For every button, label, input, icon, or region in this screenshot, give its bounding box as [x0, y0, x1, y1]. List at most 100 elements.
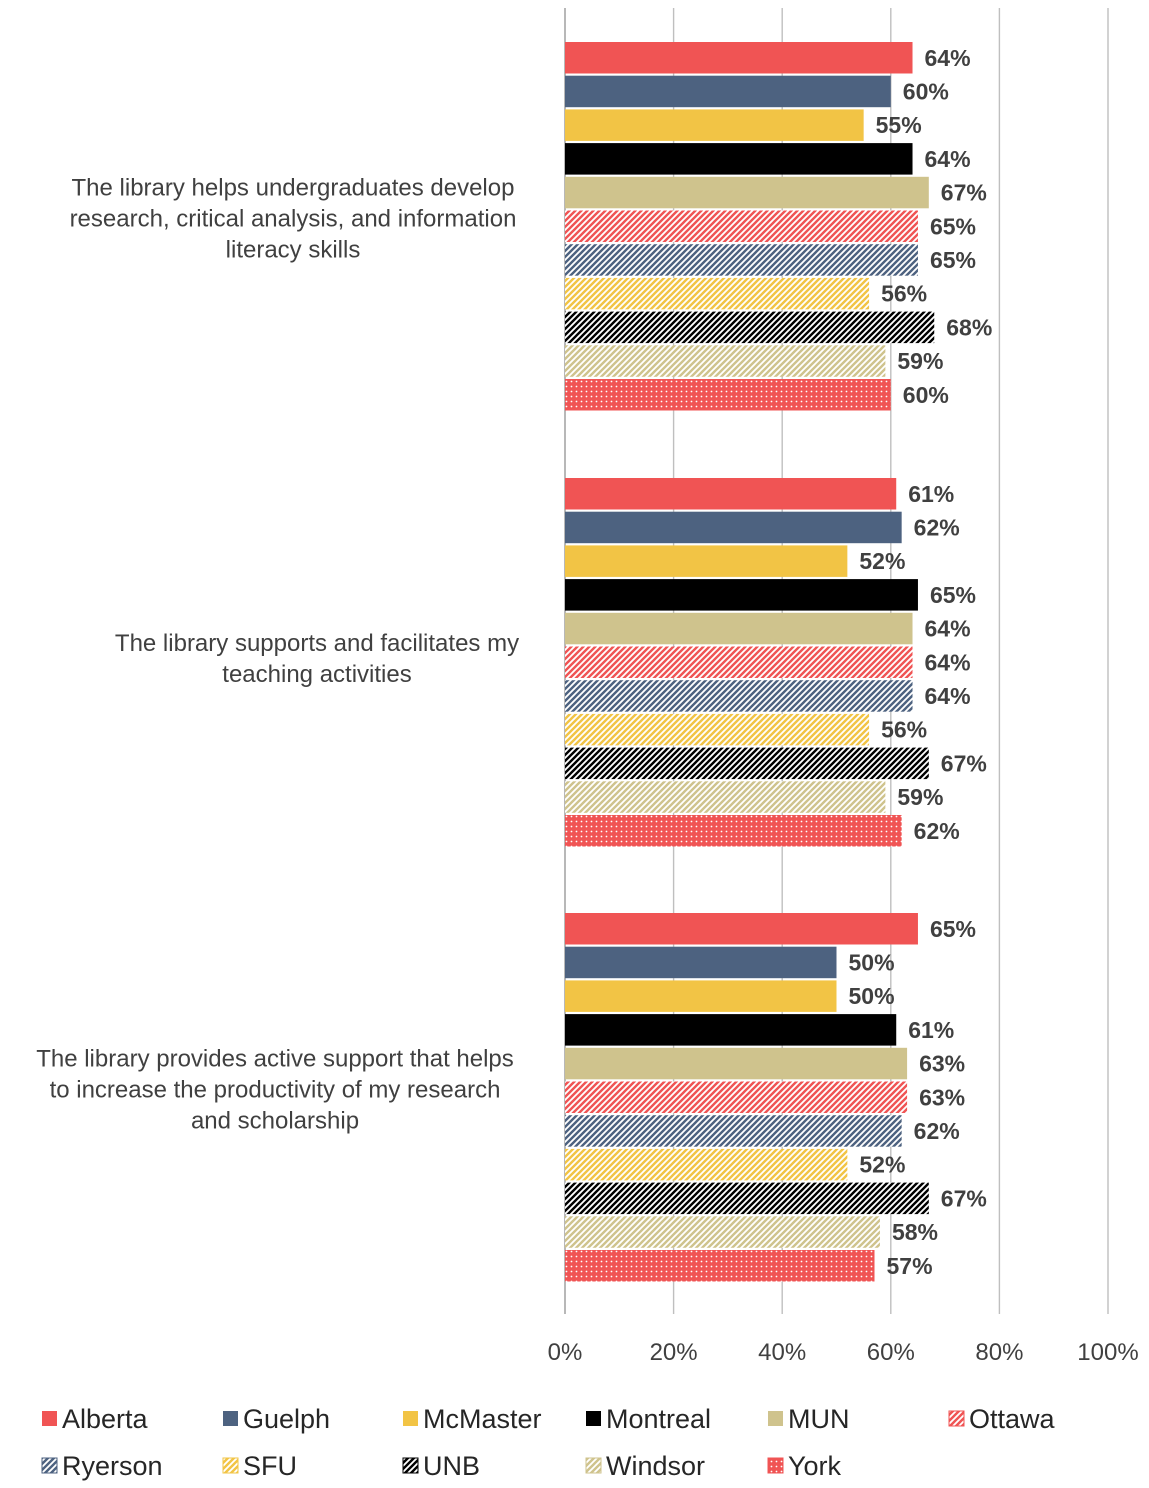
- category-label-2: The library supports and facilitates my t…: [115, 630, 519, 688]
- legend-label-york: York: [788, 1451, 842, 1481]
- bar-windsor-1: [565, 345, 886, 377]
- legend-label-ottawa: Ottawa: [969, 1404, 1056, 1434]
- bar-york-3: [565, 1250, 875, 1282]
- legend-label-mcmaster: McMaster: [423, 1404, 542, 1434]
- bar-alberta-3: [565, 913, 918, 945]
- data-label-montreal-1: 64%: [925, 146, 971, 172]
- data-label-guelph-1: 60%: [903, 78, 949, 104]
- bar-guelph-2: [565, 511, 902, 544]
- data-label-ryerson-1: 65%: [930, 247, 976, 273]
- x-tick-label-20: 20%: [650, 1339, 698, 1366]
- bar-york-2: [565, 815, 902, 847]
- bar-sfu-3: [565, 1148, 848, 1181]
- legend-swatch-ryerson: [41, 1457, 58, 1474]
- legend-item-mcmaster: McMaster: [403, 1404, 542, 1434]
- legend-item-windsor: Windsor: [585, 1451, 705, 1481]
- legend-label-sfu: SFU: [243, 1451, 297, 1481]
- data-label-mun-2: 64%: [925, 616, 971, 642]
- data-label-windsor-2: 59%: [897, 784, 943, 810]
- data-label-york-2: 62%: [914, 818, 960, 844]
- category-label-1: The library helps undergraduates develop…: [70, 174, 517, 263]
- legend-swatch-sfu: [222, 1457, 239, 1474]
- data-label-unb-2: 67%: [941, 750, 987, 776]
- bar-montreal-2: [565, 579, 918, 611]
- data-label-windsor-3: 58%: [892, 1219, 938, 1245]
- bar-montreal-3: [565, 1014, 897, 1046]
- data-label-ryerson-2: 64%: [925, 683, 971, 709]
- legend-label-mun: MUN: [788, 1404, 850, 1434]
- bar-alberta-2: [565, 478, 897, 510]
- bar-guelph-1: [565, 75, 891, 108]
- bar-mun-1: [565, 176, 929, 209]
- legend-item-mun: MUN: [768, 1404, 850, 1434]
- legend-swatch-windsor: [585, 1457, 602, 1474]
- bar-sfu-2: [565, 713, 870, 746]
- data-label-ryerson-3: 62%: [914, 1118, 960, 1144]
- bar-mcmaster-1: [565, 109, 864, 141]
- legend-swatch-guelph: [223, 1411, 238, 1426]
- data-label-ottawa-3: 63%: [919, 1084, 965, 1110]
- legend-swatch-unb: [402, 1457, 419, 1474]
- legend-swatch-mun: [768, 1411, 783, 1426]
- data-label-mcmaster-3: 50%: [849, 983, 895, 1009]
- bar-unb-3: [565, 1182, 929, 1215]
- x-tick-label-0: 0%: [548, 1339, 583, 1366]
- legend-item-sfu: SFU: [222, 1451, 297, 1481]
- legend-item-guelph: Guelph: [223, 1404, 330, 1434]
- bar-montreal-1: [565, 143, 913, 175]
- data-label-ottawa-2: 64%: [925, 649, 971, 675]
- bar-ryerson-2: [565, 680, 913, 712]
- x-tick-label-80: 80%: [975, 1339, 1023, 1366]
- data-label-unb-3: 67%: [941, 1185, 987, 1211]
- x-tick-label-100: 100%: [1077, 1339, 1138, 1366]
- bar-mcmaster-3: [565, 980, 837, 1012]
- legend-swatch-ottawa: [948, 1410, 965, 1427]
- data-label-montreal-2: 65%: [930, 582, 976, 608]
- bar-ryerson-3: [565, 1115, 902, 1147]
- legend-swatch-alberta: [42, 1411, 57, 1426]
- legend-item-montreal: Montreal: [586, 1404, 711, 1434]
- x-axis-tick-labels: 0% 20% 40% 60% 80% 100%: [548, 1339, 1139, 1366]
- data-label-windsor-1: 59%: [897, 348, 943, 374]
- bar-mun-2: [565, 612, 913, 645]
- bar-ottawa-2: [565, 646, 913, 678]
- bar-ryerson-1: [565, 244, 918, 276]
- legend-swatch-montreal: [586, 1411, 601, 1426]
- data-label-mcmaster-1: 55%: [876, 112, 922, 138]
- legend-item-unb: UNB: [402, 1451, 480, 1481]
- bar-windsor-2: [565, 781, 886, 813]
- bars: [565, 42, 935, 1282]
- category-label-3: The library provides active support that…: [36, 1045, 514, 1134]
- bar-ottawa-1: [565, 210, 918, 242]
- data-label-ottawa-1: 65%: [930, 213, 976, 239]
- legend-swatch-mcmaster: [403, 1411, 418, 1426]
- category-labels: The library helps undergraduates develop…: [36, 174, 519, 1134]
- data-label-guelph-3: 50%: [849, 949, 895, 975]
- legend-label-windsor: Windsor: [606, 1451, 705, 1481]
- data-label-york-1: 60%: [903, 382, 949, 408]
- data-label-sfu-1: 56%: [881, 281, 927, 307]
- data-label-sfu-3: 52%: [859, 1152, 905, 1178]
- data-label-unb-1: 68%: [946, 314, 992, 340]
- legend: Alberta Guelph McMaster Montreal MUN Ottawa Ry…: [41, 1404, 1056, 1481]
- data-label-montreal-3: 61%: [908, 1017, 954, 1043]
- data-label-sfu-2: 56%: [881, 717, 927, 743]
- bar-alberta-1: [565, 42, 913, 74]
- data-label-alberta-3: 65%: [930, 916, 976, 942]
- legend-item-ottawa: Ottawa: [948, 1404, 1056, 1434]
- data-label-mun-3: 63%: [919, 1051, 965, 1077]
- legend-label-alberta: Alberta: [62, 1404, 149, 1434]
- data-label-mun-1: 67%: [941, 180, 987, 206]
- bar-mcmaster-2: [565, 545, 848, 577]
- bar-sfu-1: [565, 277, 870, 310]
- legend-label-ryerson: Ryerson: [62, 1451, 163, 1481]
- x-tick-label-40: 40%: [758, 1339, 806, 1366]
- data-label-alberta-1: 64%: [925, 45, 971, 71]
- bar-unb-1: [565, 311, 935, 344]
- bar-mun-3: [565, 1047, 908, 1080]
- data-label-york-3: 57%: [887, 1253, 933, 1279]
- legend-item-alberta: Alberta: [42, 1404, 149, 1434]
- legend-swatch-york: [767, 1457, 784, 1474]
- legend-item-york: York: [767, 1451, 842, 1481]
